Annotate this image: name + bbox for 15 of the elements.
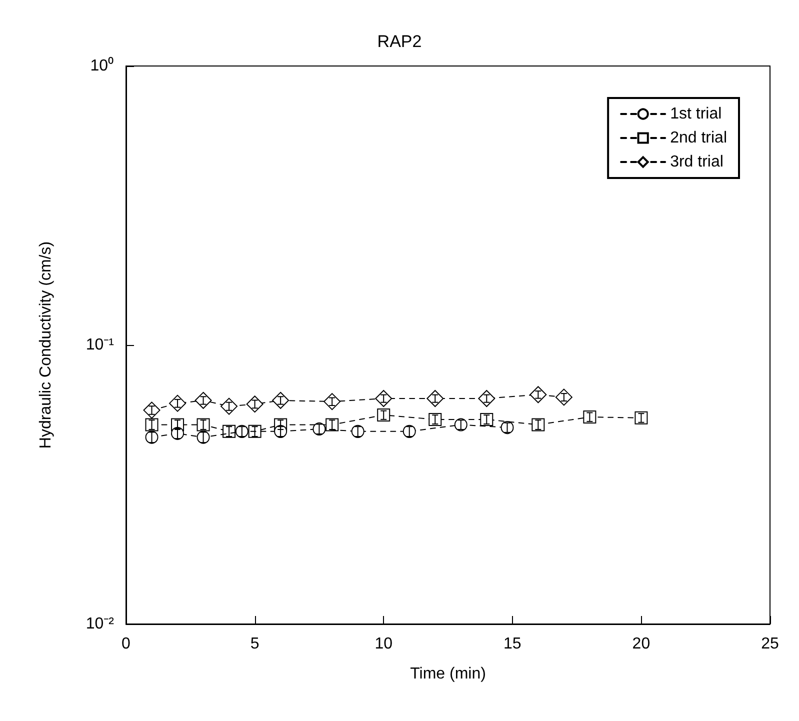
x-tick-label: 20 [632, 636, 650, 652]
legend-label: 1st trial [670, 106, 722, 122]
x-tick-label: 15 [504, 636, 522, 652]
legend-label: 3rd trial [670, 154, 724, 170]
y-axis-title: Hydraulic Conductivity (cm/s) [38, 241, 54, 449]
x-tick-label: 5 [250, 636, 260, 652]
y-tick-label: 10⁻² [86, 616, 115, 632]
x-axis-title: Time (min) [410, 666, 486, 682]
x-tick-label: 25 [761, 636, 779, 652]
chart-title: RAP2 [377, 32, 422, 51]
y-tick-label: 10⁻¹ [86, 336, 114, 354]
x-tick-label: 10 [374, 636, 393, 652]
legend-label: 2nd trial [670, 130, 727, 146]
y-tick-label: 10⁰ [90, 56, 114, 74]
x-tick-label: 0 [122, 636, 131, 652]
